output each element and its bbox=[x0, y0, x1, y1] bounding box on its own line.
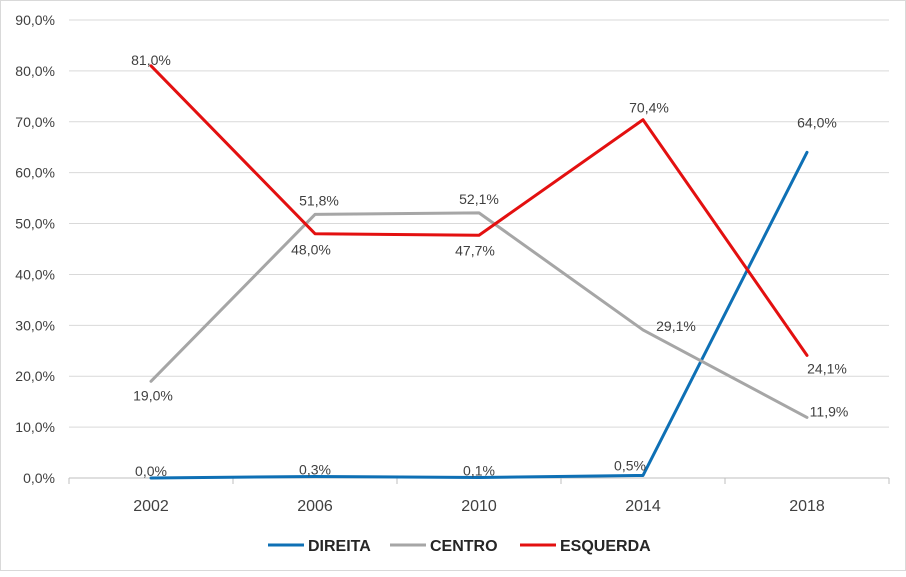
x-tick-label: 2006 bbox=[297, 498, 333, 515]
data-label-esquerda: 48,0% bbox=[291, 242, 331, 258]
data-label-direita: 64,0% bbox=[797, 114, 837, 130]
series-line-esquerda bbox=[149, 64, 809, 357]
y-tick-label: 20,0% bbox=[15, 368, 55, 384]
axes: 0,0% 10,0% 20,0% 30,0% 40,0% 50,0% 60,0% 70,0% 8… bbox=[15, 12, 890, 515]
x-tick-label: 2010 bbox=[461, 498, 497, 515]
series-lines bbox=[149, 64, 809, 480]
data-label-direita: 0,0% bbox=[135, 463, 167, 479]
y-tick-label: 90,0% bbox=[15, 12, 55, 28]
data-label-centro: 51,8% bbox=[299, 192, 339, 208]
data-label-centro: 52,1% bbox=[459, 191, 499, 207]
x-tick-label: 2002 bbox=[133, 498, 169, 515]
x-tick-label: 2014 bbox=[625, 498, 661, 515]
y-tick-label: 70,0% bbox=[15, 114, 55, 130]
data-label-direita: 0,1% bbox=[463, 462, 495, 478]
gridlines bbox=[69, 19, 889, 428]
y-tick-label: 40,0% bbox=[15, 266, 55, 282]
data-label-centro: 19,0% bbox=[133, 387, 173, 403]
x-tick-label: 2018 bbox=[789, 498, 825, 515]
y-tick-label: 80,0% bbox=[15, 63, 55, 79]
data-label-esquerda: 81,0% bbox=[131, 52, 171, 68]
y-tick-label: 60,0% bbox=[15, 165, 55, 181]
y-tick-label: 50,0% bbox=[15, 216, 55, 232]
y-tick-label: 10,0% bbox=[15, 419, 55, 435]
legend-label-direita: DIREITA bbox=[308, 538, 371, 555]
series-line-direita bbox=[149, 150, 809, 480]
data-label-esquerda: 70,4% bbox=[629, 100, 669, 116]
series-line-centro bbox=[149, 211, 809, 419]
data-label-esquerda: 47,7% bbox=[455, 242, 495, 258]
data-labels: 0,0% 0,3% 0,1% 0,5% 64,0% 19,0% 51,8% 52,1% 29,1… bbox=[131, 52, 848, 479]
y-tick-label: 30,0% bbox=[15, 317, 55, 333]
legend-label-esquerda: ESQUERDA bbox=[560, 538, 651, 555]
legend-label-centro: CENTRO bbox=[430, 538, 498, 555]
y-tick-label: 0,0% bbox=[23, 470, 55, 486]
data-label-direita: 0,5% bbox=[614, 457, 646, 473]
data-label-direita: 0,3% bbox=[299, 461, 331, 477]
data-label-esquerda: 24,1% bbox=[807, 360, 847, 376]
data-label-centro: 29,1% bbox=[656, 318, 696, 334]
legend: DIREITA CENTRO ESQUERDA bbox=[268, 538, 651, 555]
data-label-centro: 11,9% bbox=[810, 403, 849, 419]
